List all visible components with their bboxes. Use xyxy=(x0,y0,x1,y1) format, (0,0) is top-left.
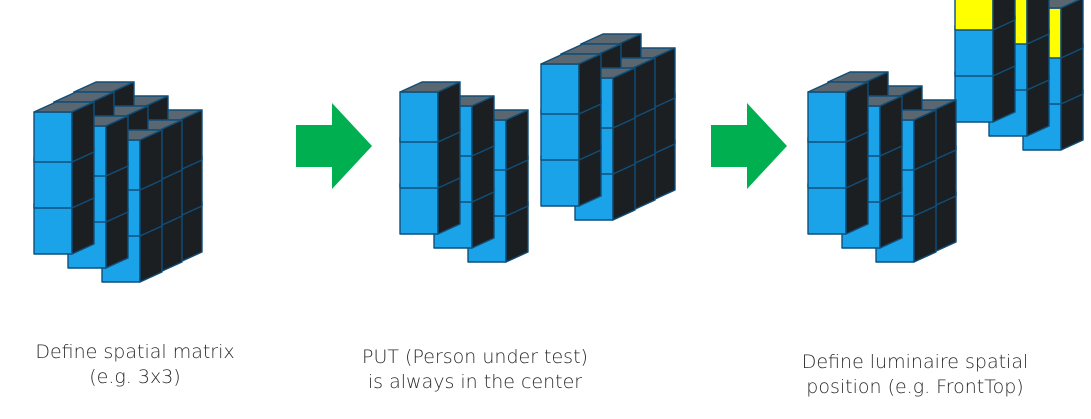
cube-side-face xyxy=(913,109,937,171)
caption-spatial-matrix: Define spatial matrix (e.g. 3x3) xyxy=(20,340,250,390)
cube xyxy=(954,0,1016,31)
cube-matrix-split-center xyxy=(399,33,676,263)
cube-front-face xyxy=(807,183,847,235)
cube-front-face xyxy=(954,71,994,123)
cube-side-face xyxy=(652,47,676,109)
caption-line: Define spatial matrix xyxy=(35,341,235,363)
cube-side-face xyxy=(879,95,903,157)
cube-front-face xyxy=(540,63,580,115)
cube-side-face xyxy=(505,109,529,171)
cube-side-face xyxy=(612,67,636,129)
cube-side-face xyxy=(933,99,957,161)
right-arrow-icon xyxy=(296,103,372,189)
cube-side-face xyxy=(1026,0,1050,45)
cube-side-face xyxy=(578,53,602,115)
caption-line: PUT (Person under test) xyxy=(362,346,588,368)
cube-matrix-3x3 xyxy=(33,81,203,283)
cube-side-face xyxy=(845,81,869,143)
caption-luminaire-position: Define luminaire spatial position (e.g. … xyxy=(790,350,1040,400)
cube xyxy=(807,81,869,143)
cube-front-face xyxy=(33,111,73,163)
cube-front-face xyxy=(399,137,439,189)
cube-side-face xyxy=(632,57,656,119)
cube xyxy=(33,101,95,163)
cube-front-face xyxy=(954,0,994,31)
cube xyxy=(540,53,602,115)
cube-front-face xyxy=(540,155,580,207)
cube-front-face xyxy=(954,25,994,77)
cube-side-face xyxy=(471,95,495,157)
cube-front-face xyxy=(399,91,439,143)
cube-front-face xyxy=(33,203,73,255)
caption-line: position (e.g. FrontTop) xyxy=(806,376,1024,398)
cube-front-face xyxy=(33,157,73,209)
cube-front-face xyxy=(807,91,847,143)
cube-side-face xyxy=(992,0,1016,31)
matrix-diagram xyxy=(33,0,1084,283)
caption-put-center: PUT (Person under test) is always in the… xyxy=(350,345,600,395)
cube-side-face xyxy=(179,109,203,171)
caption-line: Define luminaire spatial xyxy=(801,351,1029,373)
cube-side-face xyxy=(1060,0,1084,59)
cube-side-face xyxy=(159,119,183,181)
cube-side-face xyxy=(71,101,95,163)
cube xyxy=(399,81,461,143)
cube-front-face xyxy=(807,137,847,189)
caption-line: is always in the center xyxy=(367,371,583,393)
caption-line: (e.g. 3x3) xyxy=(89,366,181,388)
cube-side-face xyxy=(139,129,163,191)
cube-matrix-split-fronttop xyxy=(807,0,1084,263)
right-arrow-icon xyxy=(711,103,787,189)
cube-side-face xyxy=(437,81,461,143)
cube-side-face xyxy=(105,115,129,177)
cube-front-face xyxy=(540,109,580,161)
cube-front-face xyxy=(399,183,439,235)
